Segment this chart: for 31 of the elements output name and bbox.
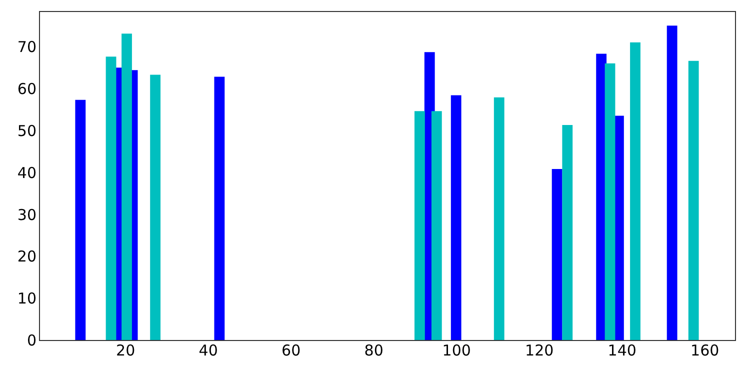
y-tick-label: 10 <box>17 290 36 308</box>
y-tick-label: 0 <box>26 332 36 350</box>
bar <box>630 42 640 340</box>
y-tick-label: 40 <box>17 164 36 182</box>
y-tick-label: 30 <box>17 206 36 224</box>
x-tick-label: 60 <box>282 342 301 360</box>
x-tick-label: 160 <box>690 342 720 360</box>
bar <box>604 63 616 340</box>
bar <box>562 124 573 340</box>
bar <box>150 74 160 340</box>
bar <box>688 60 699 340</box>
y-tick-label: 20 <box>17 248 36 266</box>
x-tick-label: 40 <box>198 342 218 360</box>
y-tick-label: 60 <box>17 80 36 98</box>
bar <box>106 56 116 340</box>
y-tick-label: 50 <box>17 122 36 140</box>
y-tick-label: 70 <box>17 38 36 56</box>
bar <box>666 26 678 340</box>
bar <box>450 95 462 340</box>
bar <box>122 34 132 340</box>
x-tick-label: 20 <box>116 342 136 360</box>
bar <box>214 76 225 340</box>
x-tick-label: 100 <box>442 342 471 360</box>
x-tick-label: 80 <box>364 342 384 360</box>
bar <box>431 111 442 340</box>
x-tick-label: 140 <box>608 342 636 360</box>
bar <box>75 100 86 340</box>
bar <box>552 169 562 340</box>
bar <box>494 97 504 340</box>
bar <box>414 111 425 340</box>
x-tick-label: 120 <box>525 342 554 360</box>
